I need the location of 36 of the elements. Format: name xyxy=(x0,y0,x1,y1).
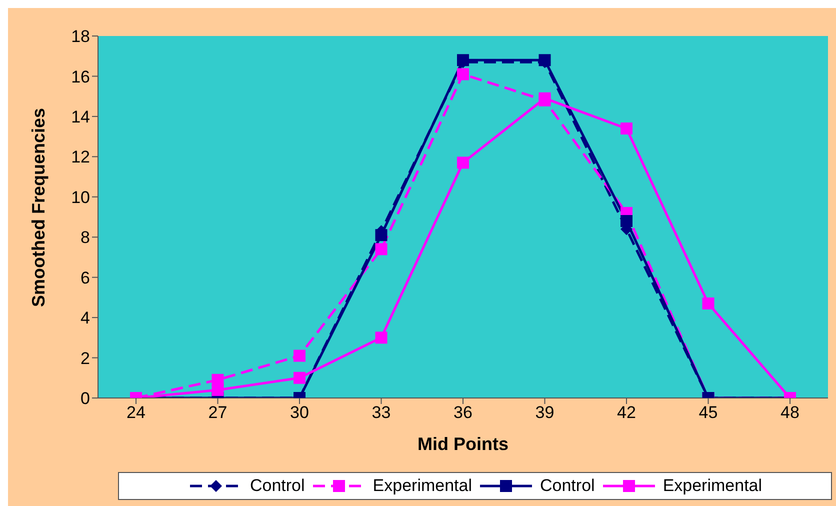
y-tick-label: 12 xyxy=(71,148,90,167)
y-tick-label: 4 xyxy=(80,308,90,328)
point xyxy=(375,229,388,242)
y-tick-label: 10 xyxy=(71,188,90,207)
legend-label: Experimental xyxy=(662,476,762,496)
x-tick-label: 42 xyxy=(617,403,636,422)
x-tick-label: 45 xyxy=(698,403,718,422)
point xyxy=(212,384,224,396)
point xyxy=(375,243,388,256)
y-tick-label: 16 xyxy=(71,67,90,86)
x-axis-title: Mid Points xyxy=(418,434,508,454)
x-tick-label: 33 xyxy=(372,403,391,422)
x-tick-label: 48 xyxy=(780,403,800,422)
x-tick-label: 39 xyxy=(535,403,554,422)
point xyxy=(294,350,306,362)
point xyxy=(457,68,469,80)
legend-label: Control xyxy=(540,476,595,496)
x-tick-label: 36 xyxy=(454,403,472,422)
point xyxy=(294,372,306,384)
y-tick-label: 2 xyxy=(80,348,90,368)
x-tick-label: 27 xyxy=(208,403,228,422)
x-tick-label: 24 xyxy=(126,403,146,422)
x-tick-label: 30 xyxy=(290,403,309,422)
point xyxy=(620,215,632,228)
legend-label: Control xyxy=(250,476,305,496)
y-tick-label: 8 xyxy=(80,228,90,248)
legend-label: Experimental xyxy=(372,476,472,496)
point xyxy=(620,122,632,135)
y-tick-label: 0 xyxy=(80,389,90,408)
y-axis-title: Smoothed Frequencies xyxy=(28,108,48,307)
point xyxy=(375,332,388,344)
point xyxy=(702,297,714,310)
y-tick-label: 6 xyxy=(80,268,90,288)
y-tick-label: 14 xyxy=(71,107,90,126)
y-tick-label: 18 xyxy=(71,27,90,46)
point xyxy=(457,156,469,169)
